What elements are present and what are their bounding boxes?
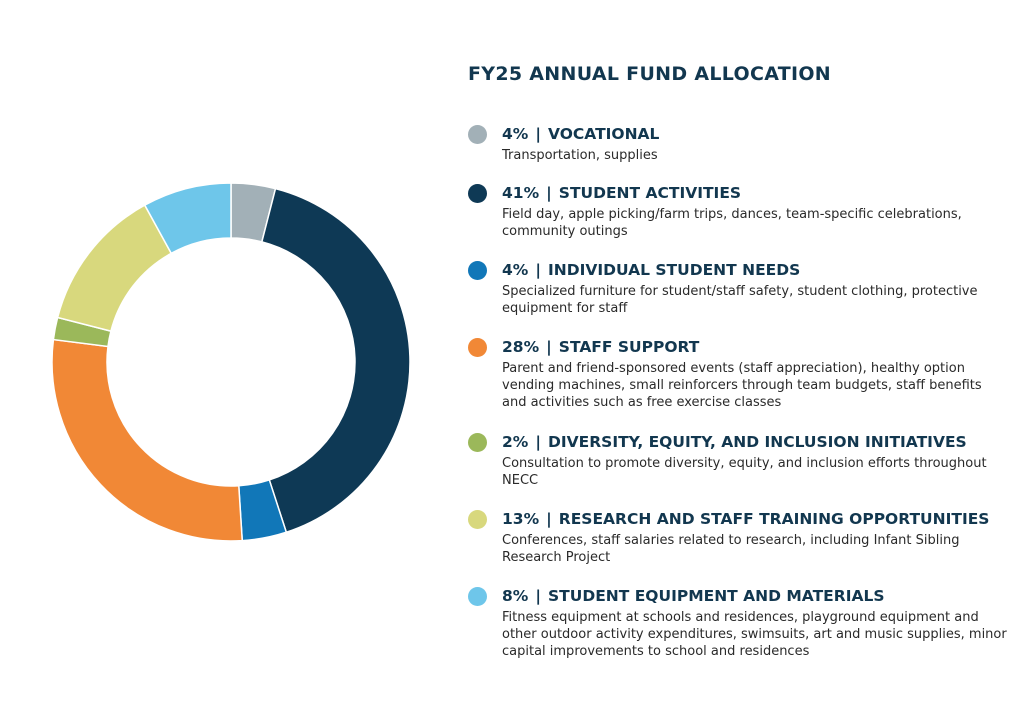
legend-pct: 4% [502, 125, 529, 143]
donut-slice-student-equipment [143, 182, 232, 255]
legend-description: Parent and friend-sponsored events (staf… [502, 361, 982, 410]
legend-swatch [468, 338, 487, 357]
legend-description: Field day, apple picking/farm trips, dan… [502, 207, 962, 239]
legend-swatch [468, 433, 487, 452]
legend-pct: 2% [502, 433, 529, 451]
donut-slice-staff-support [51, 338, 244, 542]
donut-chart [51, 182, 411, 542]
legend-label: VOCATIONAL [548, 125, 660, 143]
donut-slice-student-activities [260, 187, 411, 534]
legend-description: Fitness equipment at schools and residen… [502, 610, 1007, 659]
legend-item-student-equipment: 8% | STUDENT EQUIPMENT AND MATERIALS Fitne… [468, 586, 1008, 660]
chart-title: FY25 ANNUAL FUND ALLOCATION [468, 63, 832, 85]
legend-label: INDIVIDUAL STUDENT NEEDS [548, 261, 801, 279]
legend-description: Consultation to promote diversity, equit… [502, 456, 987, 488]
legend-swatch [468, 510, 487, 529]
legend-label: DIVERSITY, EQUITY, AND INCLUSION INITIAT… [548, 433, 967, 451]
legend-heading: 4% | VOCATIONAL [502, 124, 1008, 144]
legend-label: RESEARCH AND STAFF TRAINING OPPORTUNITIE… [558, 510, 990, 528]
legend-item-student-activities: 41% | STUDENT ACTIVITIES Field day, apple … [468, 183, 1008, 240]
legend-separator: | [535, 125, 541, 143]
legend-pct: 13% [502, 510, 540, 528]
legend-label: STUDENT ACTIVITIES [558, 184, 742, 202]
legend-pct: 4% [502, 261, 529, 279]
legend-description: Conferences, staff salaries related to r… [502, 533, 960, 565]
donut-slice-research-staff-training [56, 204, 173, 333]
legend-heading: 8% | STUDENT EQUIPMENT AND MATERIALS [502, 586, 1008, 606]
legend-heading: 41% | STUDENT ACTIVITIES [502, 183, 1008, 203]
legend-separator: | [535, 433, 541, 451]
legend-label: STUDENT EQUIPMENT AND MATERIALS [548, 587, 885, 605]
legend-swatch [468, 261, 487, 280]
legend-separator: | [546, 338, 552, 356]
legend-swatch [468, 587, 487, 606]
legend-separator: | [546, 510, 552, 528]
legend-pct: 41% [502, 184, 540, 202]
legend-description: Transportation, supplies [502, 148, 658, 163]
legend-heading: 13% | RESEARCH AND STAFF TRAINING OPPORTUN… [502, 509, 1008, 529]
legend-heading: 2% | DIVERSITY, EQUITY, AND INCLUSION INIT… [502, 432, 1008, 452]
legend-swatch [468, 125, 487, 144]
legend-heading: 4% | INDIVIDUAL STUDENT NEEDS [502, 260, 1008, 280]
legend-heading: 28% | STAFF SUPPORT [502, 337, 1008, 357]
legend-pct: 28% [502, 338, 540, 356]
legend-item-vocational: 4% | VOCATIONAL Transportation, supplies [468, 124, 1008, 164]
legend-separator: | [535, 587, 541, 605]
legend-separator: | [546, 184, 552, 202]
legend-item-dei-initiatives: 2% | DIVERSITY, EQUITY, AND INCLUSION INIT… [468, 432, 1008, 489]
legend-label: STAFF SUPPORT [558, 338, 700, 356]
legend-item-research-staff-training: 13% | RESEARCH AND STAFF TRAINING OPPORTUN… [468, 509, 1008, 566]
legend-separator: | [535, 261, 541, 279]
legend-swatch [468, 184, 487, 203]
legend-pct: 8% [502, 587, 529, 605]
legend-item-staff-support: 28% | STAFF SUPPORT Parent and friend-spon… [468, 337, 1008, 411]
legend-description: Specialized furniture for student/staff … [502, 284, 978, 316]
legend-item-individual-student-needs: 4% | INDIVIDUAL STUDENT NEEDS Specialized … [468, 260, 1008, 317]
